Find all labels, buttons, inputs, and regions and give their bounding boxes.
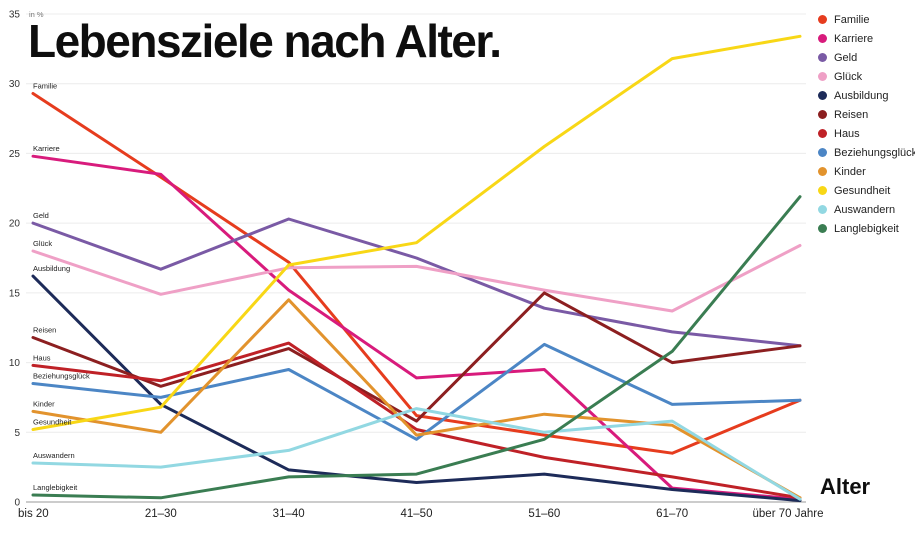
y-tick-label: 35 xyxy=(9,10,21,21)
y-tick-label: 0 xyxy=(14,498,20,509)
series-start-label-langlebigkeit: Langlebigkeit xyxy=(33,483,78,492)
series-start-label-haus: Haus xyxy=(33,353,51,362)
legend-item-glück: Glück xyxy=(818,67,914,86)
series-start-label-beziehungsglück: Beziehungsglück xyxy=(33,371,90,380)
y-axis-unit-label: in % xyxy=(29,10,44,19)
series-start-label-reisen: Reisen xyxy=(33,325,56,334)
x-axis-title: Alter xyxy=(820,474,871,499)
series-start-label-auswandern: Auswandern xyxy=(33,451,75,460)
legend-swatch-icon xyxy=(818,205,827,214)
series-start-label-kinder: Kinder xyxy=(33,399,55,408)
series-line-familie xyxy=(31,92,802,455)
legend-item-auswandern: Auswandern xyxy=(818,200,914,219)
legend-swatch-icon xyxy=(818,148,827,157)
series-line-gesundheit xyxy=(31,34,802,431)
legend-swatch-icon xyxy=(818,167,827,176)
x-tick-label: 31–40 xyxy=(273,508,305,520)
legend-swatch-icon xyxy=(818,129,827,138)
legend-item-ausbildung: Ausbildung xyxy=(818,86,914,105)
y-tick-label: 30 xyxy=(9,79,21,90)
legend-item-beziehungsglück: Beziehungsglück xyxy=(818,143,915,162)
y-tick-label: 15 xyxy=(9,288,21,299)
series-line-beziehungsglück xyxy=(31,342,802,441)
legend-item-reisen: Reisen xyxy=(818,105,914,124)
legend-swatch-icon xyxy=(818,15,827,24)
series-start-label-glück: Glück xyxy=(33,239,52,248)
legend-item-gesundheit: Gesundheit xyxy=(818,181,914,200)
legend-label: Glück xyxy=(834,70,863,83)
legend-item-geld: Geld xyxy=(818,48,914,67)
x-tick-label: 21–30 xyxy=(145,508,177,520)
legend-swatch-icon xyxy=(818,53,827,62)
series-start-label-ausbildung: Ausbildung xyxy=(33,264,70,273)
y-tick-label: 25 xyxy=(9,149,21,160)
legend-label: Familie xyxy=(834,13,870,26)
legend-label: Geld xyxy=(834,51,858,64)
legend-swatch-icon xyxy=(818,186,827,195)
y-tick-label: 10 xyxy=(9,358,21,369)
legend-swatch-icon xyxy=(818,224,827,233)
series-start-label-geld: Geld xyxy=(33,211,49,220)
legend-label: Ausbildung xyxy=(834,89,889,102)
legend-swatch-icon xyxy=(818,72,827,81)
legend-label: Reisen xyxy=(834,108,869,121)
series-start-label-gesundheit: Gesundheit xyxy=(33,417,72,426)
y-tick-label: 5 xyxy=(14,428,20,439)
series-line-haus xyxy=(31,341,802,500)
chart-title: Lebensziele nach Alter. xyxy=(28,15,502,67)
x-tick-label: bis 20 xyxy=(18,508,49,520)
legend-label: Haus xyxy=(834,127,860,140)
legend-item-kinder: Kinder xyxy=(818,162,914,181)
series-line-kinder xyxy=(31,298,802,500)
x-tick-label: 51–60 xyxy=(528,508,560,520)
x-tick-label: 41–50 xyxy=(401,508,433,520)
series-line-geld xyxy=(31,217,802,348)
legend-label: Gesundheit xyxy=(834,184,891,197)
y-tick-label: 20 xyxy=(9,219,21,230)
legend-label: Beziehungsglück xyxy=(834,146,915,159)
legend: Familie Karriere Geld Glück Ausbildung Reisen… xyxy=(818,10,915,238)
x-tick-label: 61–70 xyxy=(656,508,688,520)
legend-label: Karriere xyxy=(834,32,874,45)
legend-label: Kinder xyxy=(834,165,866,178)
legend-label: Langlebigkeit xyxy=(834,222,899,235)
legend-item-haus: Haus xyxy=(818,124,914,143)
legend-swatch-icon xyxy=(818,34,827,43)
legend-item-karriere: Karriere xyxy=(818,29,914,48)
legend-swatch-icon xyxy=(818,91,827,100)
series-line-langlebigkeit xyxy=(31,195,802,500)
x-tick-label: über 70 Jahre xyxy=(753,508,824,520)
series-start-label-karriere: Karriere xyxy=(33,144,60,153)
series-line-ausbildung xyxy=(31,274,802,503)
legend-item-langlebigkeit: Langlebigkeit xyxy=(818,219,914,238)
legend-swatch-icon xyxy=(818,110,827,119)
series-line-auswandern xyxy=(31,407,802,501)
series-line-reisen xyxy=(31,291,802,423)
series-start-label-familie: Familie xyxy=(33,81,57,90)
legend-label: Auswandern xyxy=(834,203,896,216)
series-line-glück xyxy=(31,244,802,313)
legend-item-familie: Familie xyxy=(818,10,914,29)
